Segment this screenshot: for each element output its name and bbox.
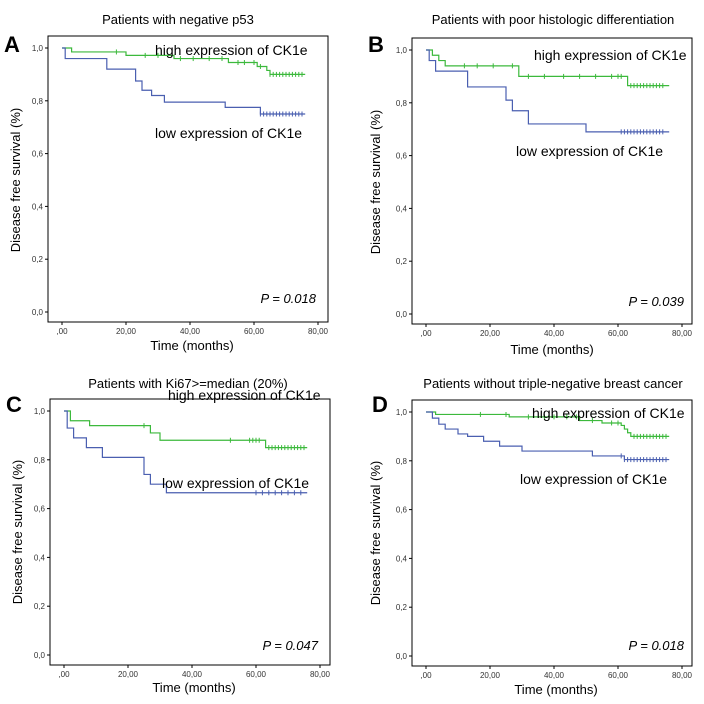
y-tick-label: 0,4	[396, 554, 408, 563]
series-label-low: low expression of CK1e	[155, 125, 302, 141]
series-label-high: high expression of CK1e	[155, 42, 308, 58]
y-tick-label: 0,2	[34, 602, 46, 611]
x-tick-label: 60,00	[244, 327, 265, 336]
y-tick-label: 0,6	[32, 150, 44, 159]
x-tick-label: ,00	[420, 329, 432, 338]
y-tick-label: 1,0	[396, 46, 408, 55]
plot-frame	[49, 398, 331, 666]
x-tick-label: ,00	[420, 671, 432, 680]
series-label-high: high expression of CK1e	[532, 405, 685, 421]
x-tick-label: 40,00	[182, 670, 203, 679]
y-tick-label: 0,4	[34, 553, 46, 562]
panel-title: Patients without triple-negative breast …	[423, 376, 683, 391]
survival-curve-high	[64, 410, 308, 449]
y-tick-label: 1,0	[396, 408, 408, 417]
x-axis-label: Time (months)	[514, 682, 597, 697]
x-axis-label: Time (months)	[510, 342, 593, 357]
x-tick-label: 20,00	[480, 329, 501, 338]
survival-curve-low	[62, 47, 306, 115]
x-tick-label: 80,00	[310, 670, 331, 679]
survival-curve-high	[426, 49, 670, 87]
y-tick-label: 0,8	[396, 457, 408, 466]
y-tick-label: 0,0	[34, 651, 46, 660]
x-tick-label: 80,00	[672, 329, 693, 338]
y-tick-label: 0,6	[396, 152, 408, 161]
panel-d: D Patients without triple-negative breast…	[368, 376, 693, 697]
x-tick-label: 60,00	[608, 329, 629, 338]
panel-title: Patients with Ki67>=median (20%)	[88, 376, 287, 391]
y-tick-label: 0,0	[396, 652, 408, 661]
y-axis-label: Disease free survival (%)	[8, 108, 23, 253]
y-tick-label: 0,2	[396, 257, 408, 266]
panel-c: C Patients with Ki67>=median (20%) 0,0 0,2 0…	[6, 376, 331, 695]
x-tick-label: 40,00	[180, 327, 201, 336]
survival-curve-low	[64, 410, 308, 494]
y-tick-label: 1,0	[34, 407, 46, 416]
x-tick-label: 20,00	[480, 671, 501, 680]
panel-title: Patients with poor histologic differenti…	[432, 12, 675, 27]
survival-curve-low	[426, 49, 670, 133]
y-tick-label: 0,6	[34, 505, 46, 514]
x-tick-label: ,00	[56, 327, 68, 336]
x-tick-label: ,00	[58, 670, 70, 679]
y-tick-label: 0,4	[32, 202, 44, 211]
y-tick-label: 0,8	[32, 97, 44, 106]
p-value: P = 0.039	[628, 294, 684, 309]
series-label-high: high expression of CK1e	[534, 47, 687, 63]
p-value: P = 0.018	[260, 291, 316, 306]
panel-letter: D	[372, 392, 388, 417]
y-tick-label: 0,2	[396, 603, 408, 612]
x-tick-label: 60,00	[246, 670, 267, 679]
y-tick-label: 0,0	[396, 310, 408, 319]
y-axis-label: Disease free survival (%)	[10, 460, 25, 605]
x-tick-label: 80,00	[672, 671, 693, 680]
panel-letter: B	[368, 32, 384, 57]
x-axis-label: Time (months)	[150, 338, 233, 353]
y-axis-label: Disease free survival (%)	[368, 461, 383, 606]
y-tick-label: 0,0	[32, 308, 44, 317]
series-label-low: low expression of CK1e	[162, 475, 309, 491]
y-axis-label: Disease free survival (%)	[368, 110, 383, 255]
series-label-low: low expression of CK1e	[520, 471, 667, 487]
y-tick-label: 0,8	[396, 99, 408, 108]
y-tick-label: 1,0	[32, 44, 44, 53]
x-tick-label: 20,00	[118, 670, 139, 679]
series-label-low: low expression of CK1e	[516, 143, 663, 159]
x-tick-label: 80,00	[308, 327, 329, 336]
y-tick-label: 0,4	[396, 204, 408, 213]
survival-curve-high	[62, 47, 306, 75]
panel-title: Patients with negative p53	[102, 12, 254, 27]
series-label-high: high expression of CK1e	[168, 387, 321, 403]
y-tick-label: 0,8	[34, 456, 46, 465]
x-tick-label: 40,00	[544, 671, 565, 680]
x-tick-label: 60,00	[608, 671, 629, 680]
plot-frame	[411, 37, 693, 325]
panel-letter: C	[6, 392, 22, 417]
y-tick-label: 0,2	[32, 255, 44, 264]
x-tick-label: 20,00	[116, 327, 137, 336]
plot-frame	[411, 399, 693, 667]
x-tick-label: 40,00	[544, 329, 565, 338]
x-axis-label: Time (months)	[152, 680, 235, 695]
p-value: P = 0.047	[262, 638, 318, 653]
panel-letter: A	[4, 32, 20, 57]
panel-b: B Patients with poor histologic different…	[368, 12, 693, 357]
survival-curve-high	[426, 411, 670, 437]
panel-a: A Patients with negative p53 0,0 0,2 0,4 0,6 0…	[4, 12, 329, 353]
survival-curve-low	[426, 411, 670, 461]
y-tick-label: 0,6	[396, 506, 408, 515]
plot-frame	[47, 35, 329, 323]
p-value: P = 0.018	[628, 638, 684, 653]
